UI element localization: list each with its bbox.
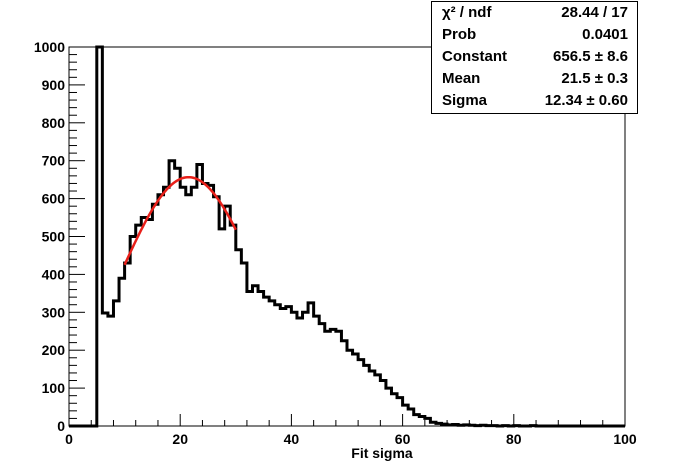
stats-value: 21.5 ± 0.3 xyxy=(561,70,628,87)
y-tick-label: 400 xyxy=(42,266,66,282)
stats-row-prob: Prob 0.0401 xyxy=(432,24,637,46)
y-tick-label: 200 xyxy=(42,342,66,358)
y-tick-label: 800 xyxy=(42,115,66,131)
x-tick-label: 40 xyxy=(284,431,300,447)
x-tick-label: 60 xyxy=(395,431,411,447)
fit-statistics-box: χ² / ndf 28.44 / 17 Prob 0.0401 Constant… xyxy=(431,1,638,114)
stats-row-constant: Constant 656.5 ± 8.6 xyxy=(432,46,637,68)
stats-value: 28.44 / 17 xyxy=(561,4,628,21)
y-tick-label: 500 xyxy=(42,229,66,245)
y-tick-label: 100 xyxy=(42,380,66,396)
stats-value: 0.0401 xyxy=(582,26,628,43)
axis-tick-labels: 0 20 40 60 80 1000100200300400500600700800900… xyxy=(34,39,637,447)
y-tick-label: 1000 xyxy=(34,39,65,55)
stats-label: Constant xyxy=(442,48,507,65)
stats-label: Mean xyxy=(442,70,481,87)
stats-row-mean: Mean 21.5 ± 0.3 xyxy=(432,68,637,90)
y-tick-label: 300 xyxy=(42,304,66,320)
stats-value: 656.5 ± 8.6 xyxy=(553,48,628,65)
stats-label: Sigma xyxy=(442,92,488,109)
stats-label: χ² / ndf xyxy=(442,4,492,21)
y-tick-label: 700 xyxy=(42,153,66,169)
x-axis-title: Fit sigma xyxy=(351,445,413,461)
gaussian-fit-curve xyxy=(123,175,237,266)
y-tick-label: 0 xyxy=(57,418,65,434)
histogram-line xyxy=(69,45,625,428)
axis-ticks xyxy=(68,46,626,427)
x-tick-label: 100 xyxy=(613,431,637,447)
x-tick-label: 0 xyxy=(65,431,73,447)
stats-label: Prob xyxy=(442,26,477,43)
y-tick-label: 600 xyxy=(42,191,66,207)
stats-row-sigma: Sigma 12.34 ± 0.60 xyxy=(432,90,637,112)
stats-value: 12.34 ± 0.60 xyxy=(544,92,628,109)
x-tick-label: 20 xyxy=(172,431,188,447)
x-tick-label: 80 xyxy=(506,431,522,447)
stats-row-chi2ndf: χ² / ndf 28.44 / 17 xyxy=(432,2,637,24)
y-tick-label: 900 xyxy=(42,77,66,93)
